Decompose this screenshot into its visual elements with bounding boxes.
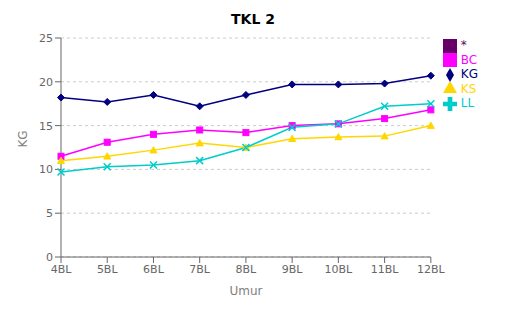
svg-text:15: 15 [39, 120, 53, 133]
svg-text:11BL: 11BL [371, 263, 400, 276]
svg-text:4BL: 4BL [51, 263, 73, 276]
svg-text:6BL: 6BL [143, 263, 165, 276]
html-text:TKL 2: TKL 2 [231, 11, 275, 27]
html-text:KG: KG [460, 67, 478, 81]
svg-text:8BL: 8BL [236, 263, 258, 276]
svg-text:10: 10 [39, 163, 53, 176]
svg-text:9BL: 9BL [282, 263, 304, 276]
svg-text:Umur: Umur [229, 284, 262, 298]
svg-text:5: 5 [46, 207, 53, 220]
svg-text:20: 20 [39, 76, 53, 89]
html-text:BC: BC [460, 52, 478, 67]
svg-text:25: 25 [39, 32, 53, 45]
svg-text:5BL: 5BL [97, 263, 119, 276]
html-text:KS: KS [460, 81, 477, 96]
svg-text:0: 0 [46, 251, 53, 264]
svg-text:7BL: 7BL [189, 263, 211, 276]
svg-text:KG: KG [16, 130, 30, 147]
html-text:LL: LL [460, 96, 475, 110]
svg-text:10BL: 10BL [325, 263, 354, 276]
svg-text:12BL: 12BL [417, 263, 446, 276]
